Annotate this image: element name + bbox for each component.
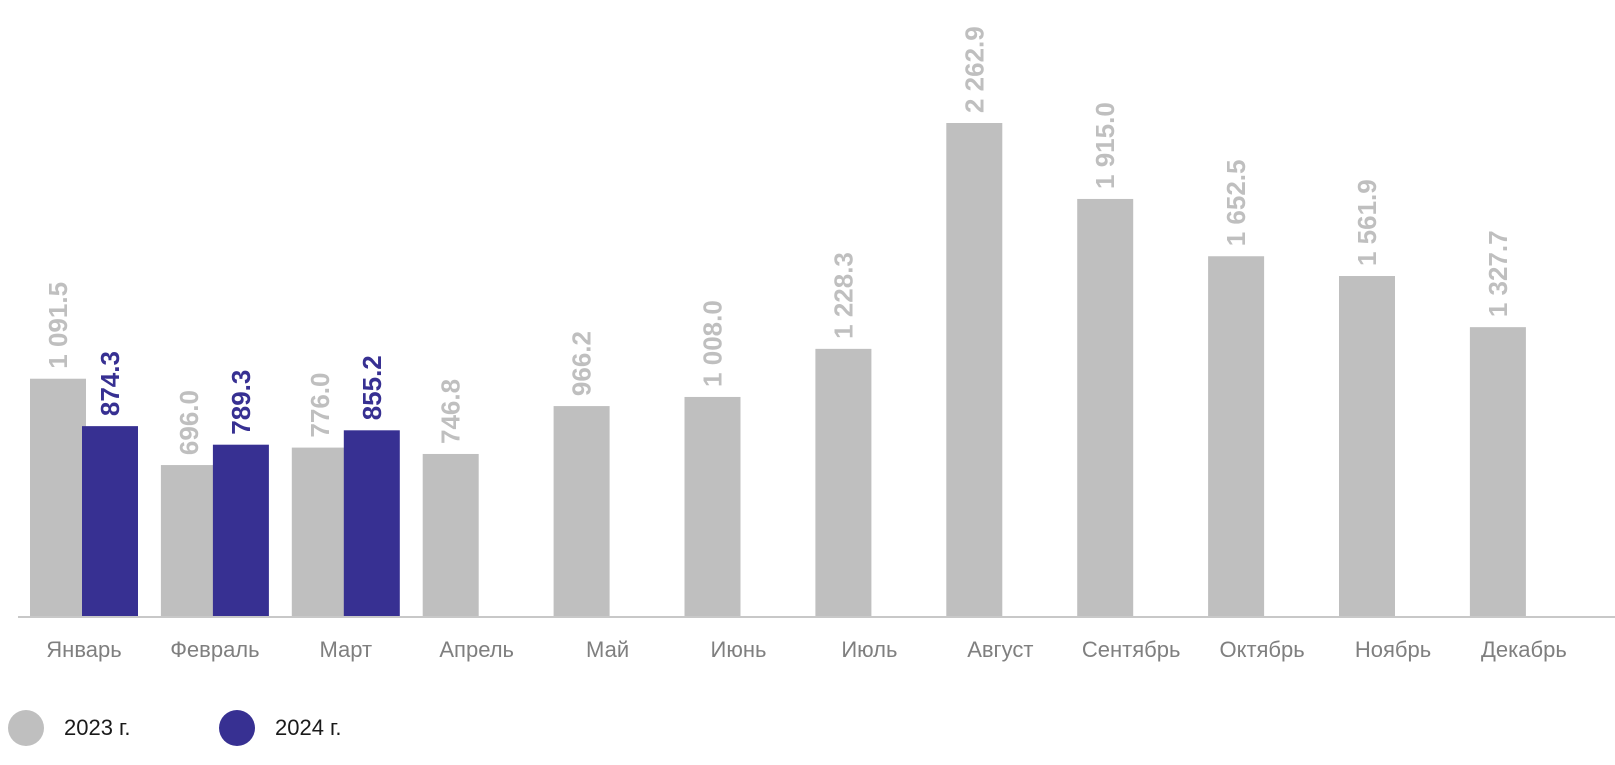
x-tick-label-11: Ноябрь [1355,637,1431,662]
x-tick-label-9: Сентябрь [1082,637,1181,662]
legend-item-2024: 2024 г. [219,710,342,746]
x-tick-label-7: Июль [841,637,897,662]
x-tick-label-12: Декабрь [1481,637,1567,662]
data-label-2023-8: 2 262.9 [959,26,989,113]
data-label-2024-1: 874.3 [95,351,125,416]
data-label-2023-7: 1 228.3 [828,252,858,339]
bar-2024-2 [212,444,269,617]
bar-2023-2 [160,465,217,617]
bar-2023-1 [30,378,86,617]
bar-2023-4 [422,453,479,617]
x-tick-label-8: Август [967,637,1033,662]
x-tick-label-2: Февраль [170,637,259,662]
data-label-2023-6: 1 008.0 [698,300,728,387]
x-tick-label-5: Май [586,637,629,662]
x-tick-label-3: Март [319,637,372,662]
data-label-2023-2: 696.0 [174,390,204,455]
data-label-2024-2: 789.3 [226,370,256,435]
legend: 2023 г. 2024 г. [0,700,600,750]
bar-2024-3 [343,430,400,617]
bar-2024-1 [82,426,138,617]
x-tick-label-10: Октябрь [1219,637,1304,662]
legend-label-2023: 2023 г. [64,715,131,740]
data-label-2024-3: 855.2 [357,355,387,420]
data-label-2023-4: 746.8 [436,379,466,444]
bar-chart: 1 091.5 874.3 696.0 789.3 776.0 855.2 746.8 966… [18,26,1615,662]
legend-item-2023: 2023 г. [8,710,131,746]
data-label-2023-11: 1 561.9 [1352,179,1382,266]
bar-2023-8 [946,123,1003,617]
data-label-2023-10: 1 652.5 [1221,160,1251,247]
legend-swatch-2023 [8,710,44,746]
bar-2023-5 [553,406,610,617]
bar-2023-12 [1469,327,1526,617]
legend-swatch-2024 [219,710,255,746]
bar-2023-3 [291,447,348,617]
x-tick-label-6: Июнь [711,637,767,662]
bar-2023-6 [684,396,741,617]
bar-2023-9 [1077,198,1134,617]
bars-layer: 1 091.5 874.3 696.0 789.3 776.0 855.2 746.8 966… [30,26,1526,617]
data-label-2023-12: 1 327.7 [1483,230,1513,317]
x-tick-labels: Январь Февраль Март Апрель Май Июнь Июль Август… [46,637,1567,662]
bar-2023-10 [1208,256,1265,617]
data-label-2023-9: 1 915.0 [1090,102,1120,189]
bar-2023-11 [1339,276,1395,617]
data-label-2023-3: 776.0 [305,373,335,438]
x-tick-label-4: Апрель [439,637,514,662]
data-label-2023-5: 966.2 [567,331,597,396]
data-label-2023-1: 1 091.5 [43,282,73,369]
x-tick-label-1: Январь [46,637,121,662]
legend-label-2024: 2024 г. [275,715,342,740]
bar-2023-7 [815,348,872,617]
